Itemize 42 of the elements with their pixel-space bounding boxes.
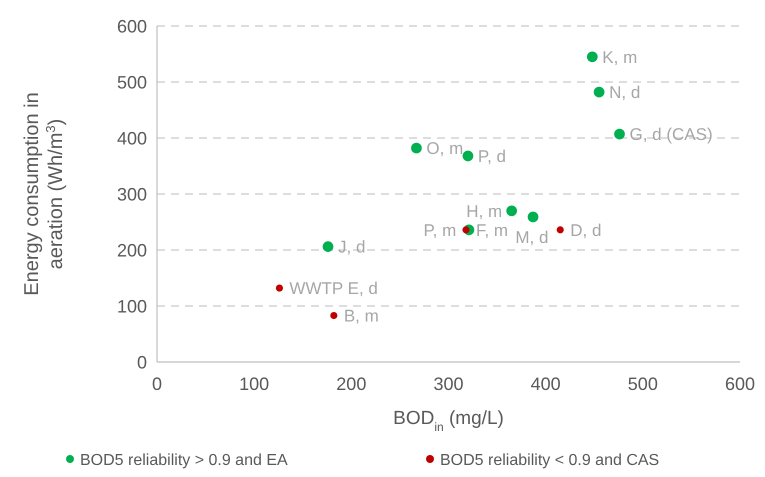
- y-tick-label: 0: [136, 352, 147, 372]
- y-tick-label: 300: [116, 184, 147, 204]
- y-tick-label: 500: [116, 72, 147, 92]
- annotation: P, m: [424, 220, 456, 240]
- x-tick-label: 600: [724, 374, 756, 394]
- legend-label: BOD5 reliability < 0.9 and CAS: [440, 452, 660, 469]
- annotation: B, m: [344, 306, 379, 326]
- point: [330, 312, 338, 320]
- point: [594, 86, 604, 98]
- x-tick-label: 300: [433, 374, 464, 394]
- point: [528, 212, 538, 222]
- point: [462, 226, 470, 234]
- point: [614, 128, 625, 140]
- annotation: D, d: [570, 220, 602, 240]
- annotation: G, d (CAS): [630, 125, 713, 144]
- annotation: F, m: [476, 220, 508, 240]
- y-tick-label: 400: [116, 128, 147, 148]
- point: [556, 226, 564, 234]
- annotation: J, d: [338, 238, 366, 257]
- y-tick-label: 200: [116, 240, 147, 260]
- point: [586, 51, 598, 62]
- x-tick-label: 200: [336, 374, 366, 394]
- x-tick-label: 400: [530, 374, 561, 394]
- point: [506, 205, 518, 216]
- point: [276, 284, 283, 292]
- x-axis-title: BOD$_{in}$ (mg/L): [393, 408, 504, 434]
- annotation: O, m: [426, 139, 464, 158]
- x-tick-label: 100: [239, 374, 270, 394]
- annotation: WWTP E, d: [289, 279, 378, 298]
- annotation: N, d: [609, 83, 640, 102]
- x-tick-label: 0: [152, 374, 162, 394]
- x-tick-label: 500: [628, 374, 658, 394]
- annotation: H, m: [466, 202, 502, 221]
- point: [462, 150, 474, 162]
- annotation: M, d: [515, 228, 548, 247]
- y-tick-label: 100: [116, 296, 147, 316]
- point: [411, 142, 422, 154]
- annotation: K, m: [602, 48, 638, 67]
- annotation: P, d: [478, 146, 506, 166]
- legend-label: BOD5 reliability > 0.9 and EA: [80, 452, 288, 469]
- y-tick-label: 600: [116, 16, 147, 36]
- point: [322, 241, 334, 252]
